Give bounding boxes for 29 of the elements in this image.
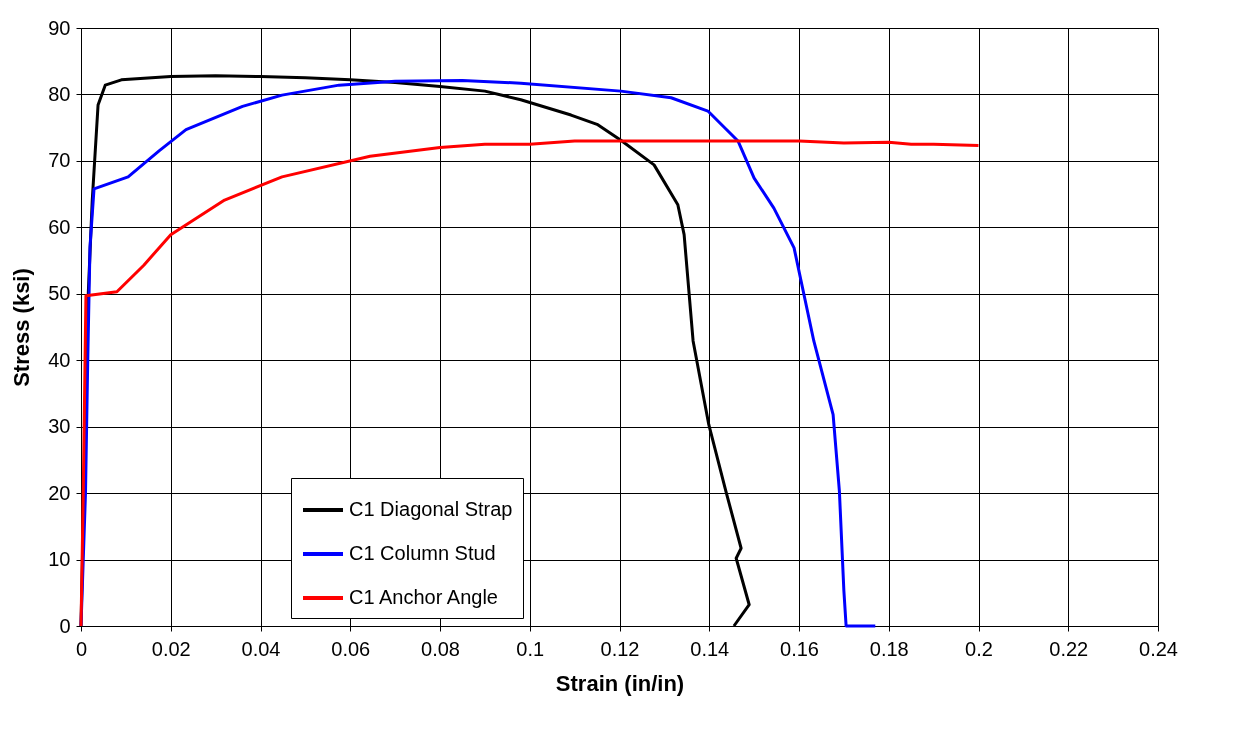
x-tick-label: 0.06 [331, 637, 371, 660]
legend-label: C1 Column Stud [349, 542, 496, 564]
y-tick-label: 90 [48, 16, 71, 39]
y-tick-label: 30 [48, 415, 71, 438]
x-tick-label: 0.12 [600, 637, 640, 660]
x-tick-label: 0 [75, 637, 88, 660]
x-tick-label: 0.08 [421, 637, 460, 660]
y-tick-label: 0 [59, 614, 71, 637]
line-series [79, 139, 980, 628]
x-tick-label: 0.04 [241, 637, 281, 660]
y-axis-title: Stress (ksi) [9, 268, 35, 387]
legend-label: C1 Diagonal Strap [349, 498, 513, 520]
x-axis-title: Strain (in/in) [555, 670, 685, 696]
y-tick-label: 70 [48, 149, 71, 172]
x-tick-label: 0.22 [1049, 637, 1089, 660]
x-tick-label: 0.02 [151, 637, 191, 660]
y-tick-label: 40 [48, 348, 71, 371]
x-tick-label: 0.2 [965, 637, 993, 660]
x-tick-label: 0.16 [780, 637, 819, 660]
y-tick-label: 50 [48, 282, 71, 305]
x-tick-label: 0.24 [1139, 637, 1178, 660]
y-tick-label: 60 [48, 215, 71, 238]
x-tick-label: 0.18 [869, 637, 909, 660]
x-tick-label: 0.14 [690, 637, 730, 660]
y-tick-label: 80 [48, 82, 71, 105]
y-tick-label: 20 [48, 481, 71, 504]
x-tick-label: 0.1 [516, 637, 545, 660]
legend-label: C1 Anchor Angle [349, 586, 498, 608]
y-tick-label: 10 [48, 548, 71, 571]
